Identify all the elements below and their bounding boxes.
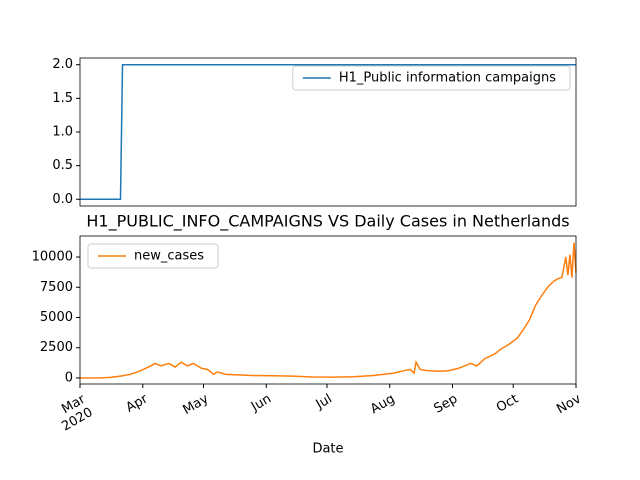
legend-label: new_cases bbox=[134, 249, 204, 264]
y-tick-label: 0.5 bbox=[52, 158, 73, 173]
legend-label: H1_Public information campaigns bbox=[339, 71, 556, 86]
x-tick-label: Nov bbox=[554, 391, 584, 417]
x-tick-label: Jun bbox=[248, 392, 274, 416]
y-tick-label: 10000 bbox=[32, 250, 73, 265]
x-tick-label: May bbox=[180, 391, 211, 418]
x-tick-label: Jul bbox=[313, 392, 335, 413]
data-line bbox=[79, 242, 577, 379]
y-tick-label: 0 bbox=[65, 370, 73, 385]
legend: new_cases bbox=[87, 243, 219, 269]
x-tick-label: Oct bbox=[494, 392, 521, 416]
legend: H1_Public information campaigns bbox=[292, 65, 571, 91]
x-tick-label: Mar2020 bbox=[52, 391, 96, 434]
x-tick-label: Sep bbox=[432, 392, 461, 417]
y-tick-label: 1.5 bbox=[52, 91, 73, 106]
x-axis-label: Date bbox=[312, 442, 343, 457]
plot-frame bbox=[79, 235, 577, 385]
y-tick-label: 0.0 bbox=[52, 192, 73, 207]
y-tick-label: 5000 bbox=[40, 310, 73, 325]
legend-frame bbox=[87, 243, 219, 269]
y-tick-label: 1.0 bbox=[52, 125, 73, 140]
x-tick-label: Apr bbox=[124, 391, 152, 416]
y-tick-label: 2.0 bbox=[52, 57, 73, 72]
plot-frame bbox=[79, 57, 577, 207]
y-tick-label: 7500 bbox=[40, 280, 73, 295]
data-line bbox=[80, 63, 576, 201]
x-tick-label: Aug bbox=[368, 392, 397, 418]
y-tick-label: 2500 bbox=[40, 340, 73, 355]
chart-title: H1_PUBLIC_INFO_CAMPAIGNS VS Daily Cases … bbox=[86, 212, 569, 232]
legend-frame bbox=[292, 65, 571, 91]
